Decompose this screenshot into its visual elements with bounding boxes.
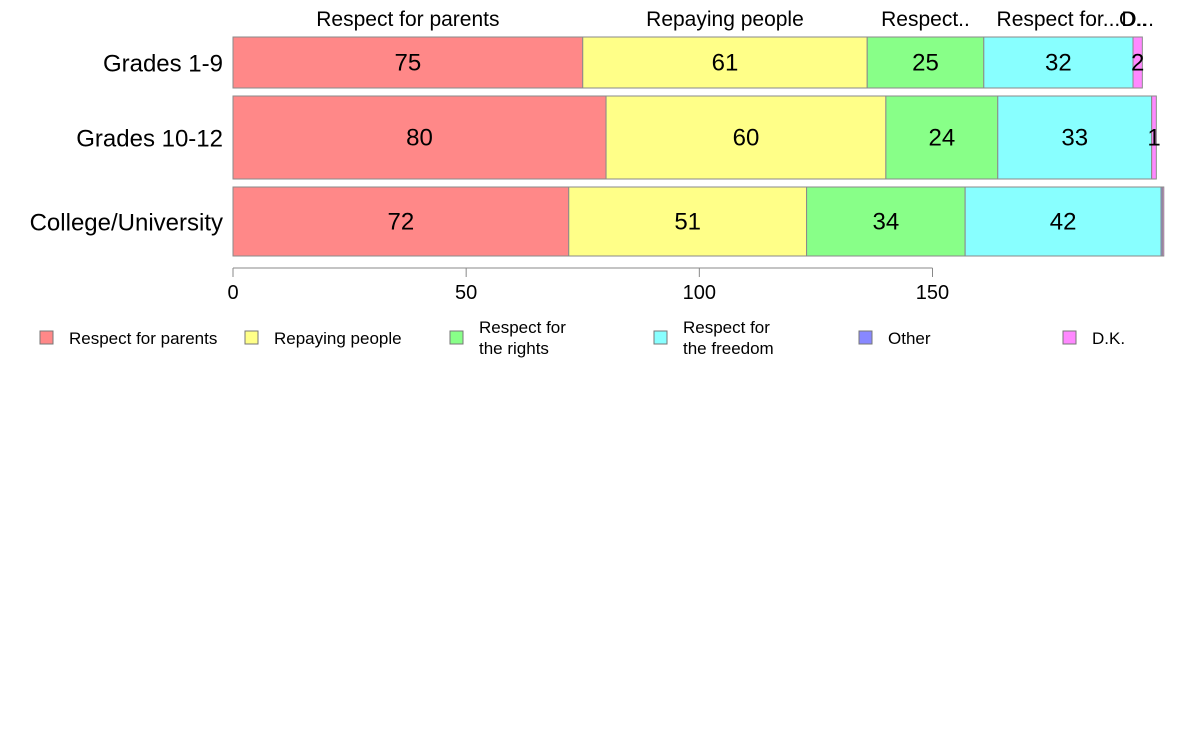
top-segment-label: Respect.. — [881, 8, 970, 31]
bar-value-label: 24 — [928, 125, 955, 152]
legend-swatch — [244, 330, 259, 345]
bar-segment — [232, 186, 570, 257]
bar-segment — [582, 36, 868, 89]
top-segment-label: O.. — [1119, 8, 1147, 31]
bar-segment — [568, 186, 808, 257]
bar-segment — [964, 186, 1162, 257]
legend-entry: Repaying people — [274, 329, 402, 348]
bar-segment — [1161, 186, 1165, 257]
legend-entry: Other — [888, 329, 931, 348]
x-tick-label: 0 — [227, 282, 238, 304]
category-label: Grades 10-12 — [76, 126, 223, 153]
category-label: Grades 1-9 — [103, 51, 223, 78]
legend-entry: Respect for the freedom — [683, 318, 774, 358]
bar-value-label: 75 — [395, 50, 422, 77]
bar-value-label: 61 — [712, 50, 739, 77]
legend-swatch — [449, 330, 464, 345]
bar-value-label: 32 — [1045, 50, 1072, 77]
top-segment-label: Respect for... — [997, 8, 1121, 31]
bar-value-label: 51 — [674, 209, 701, 236]
legend-swatch — [1062, 330, 1077, 345]
bar-segment — [885, 95, 999, 180]
bar-segment — [1151, 95, 1157, 180]
bar-value-label: 42 — [1050, 209, 1077, 236]
bar-segment — [232, 95, 607, 180]
legend: Respect for parents Repaying people Respec… — [39, 318, 1125, 358]
top-segment-label: Repaying people — [646, 8, 804, 31]
bar-value-label: 25 — [912, 50, 939, 77]
bar-value-label: 1 — [1147, 125, 1160, 152]
bar-segment — [806, 186, 966, 257]
bar-value-label: 2 — [1131, 50, 1144, 77]
bar-value-label: 80 — [406, 125, 433, 152]
bar-segment — [605, 95, 887, 180]
legend-entry: Respect for the rights — [479, 318, 566, 358]
bar-value-label: 72 — [388, 209, 415, 236]
bar-value-label: 33 — [1061, 125, 1088, 152]
top-segment-labels: Respect for parents Repaying people Respec… — [316, 8, 1154, 31]
x-tick-label: 150 — [916, 282, 949, 304]
x-tick-label: 50 — [455, 282, 477, 304]
top-segment-label: Respect for parents — [316, 8, 499, 31]
bar-value-label: 34 — [873, 209, 900, 236]
category-labels: Grades 1-9 Grades 10-12 College/University — [30, 51, 223, 237]
legend-swatch — [858, 330, 873, 345]
legend-swatch — [39, 330, 54, 345]
legend-swatch — [653, 330, 668, 345]
top-segment-label: D... — [1121, 8, 1154, 31]
legend-entry: D.K. — [1092, 329, 1125, 348]
bar-value-label: 60 — [733, 125, 760, 152]
bars-group: 75 61 25 32 2 80 60 24 33 1 72 51 34 42 — [232, 36, 1165, 257]
bar-segment — [1132, 36, 1143, 89]
x-tick-label: 100 — [683, 282, 716, 304]
category-label: College/University — [30, 210, 223, 237]
legend-entry: Respect for parents — [69, 329, 217, 348]
x-axis: 0 50 100 150 — [227, 267, 949, 304]
